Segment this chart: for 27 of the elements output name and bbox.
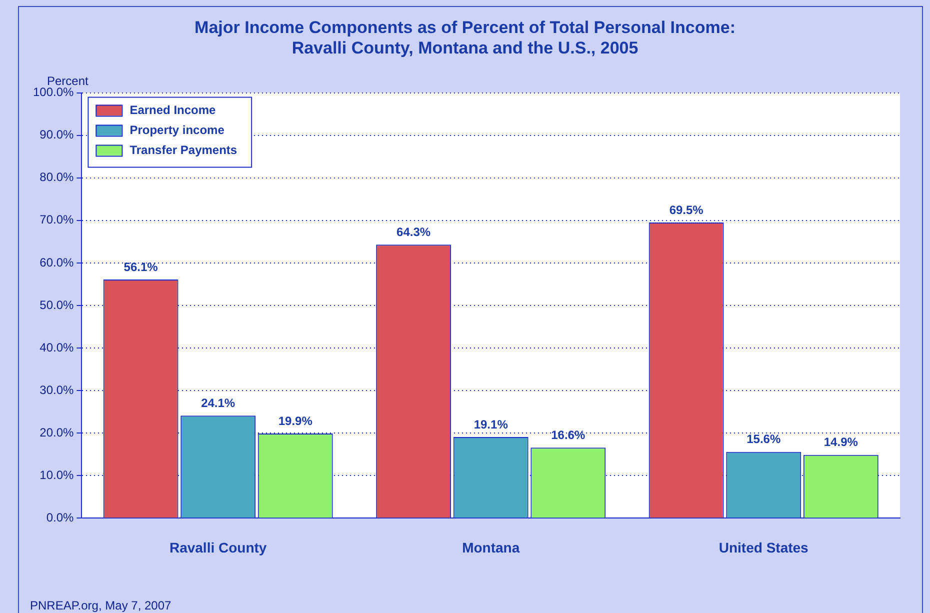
legend-label: Property income bbox=[130, 123, 225, 138]
y-tick-label: 10.0% bbox=[40, 468, 74, 482]
data-label: 19.1% bbox=[474, 417, 508, 432]
x-tick-label: Montana bbox=[462, 539, 520, 556]
y-tick-label: 0.0% bbox=[46, 510, 74, 525]
y-tick-label: 20.0% bbox=[40, 425, 74, 440]
x-tick-label: United States bbox=[718, 539, 809, 556]
data-label: 14.9% bbox=[824, 435, 858, 450]
y-tick-label: 30.0% bbox=[40, 382, 74, 397]
x-tick-label: Ravalli County bbox=[169, 539, 267, 556]
data-label: 56.1% bbox=[124, 260, 158, 274]
y-tick-label: 60.0% bbox=[40, 255, 74, 270]
y-tick-label: 50.0% bbox=[40, 298, 74, 312]
text: PNREAP.org, May 7, 2007 bbox=[30, 598, 172, 612]
data-label: 24.1% bbox=[201, 396, 236, 410]
y-tick-label: 70.0% bbox=[40, 212, 74, 227]
legend-label: Transfer Payments bbox=[130, 143, 238, 158]
y-tick-label: 80.0% bbox=[40, 170, 74, 184]
data-label: 15.6% bbox=[746, 432, 781, 446]
data-label: 19.9% bbox=[278, 414, 313, 428]
data-label: 64.3% bbox=[396, 224, 431, 239]
legend-label: Earned Income bbox=[130, 103, 216, 118]
y-tick-label: 90.0% bbox=[40, 128, 74, 142]
chart-title: Major Income Components as of Percent of Total Personal Income: Ravalli County, Montana and the U.S., 2005 bbox=[194, 18, 736, 58]
data-label: 16.6% bbox=[551, 428, 586, 442]
data-label: 69.5% bbox=[669, 202, 704, 217]
y-tick-label: 40.0% bbox=[40, 340, 74, 354]
